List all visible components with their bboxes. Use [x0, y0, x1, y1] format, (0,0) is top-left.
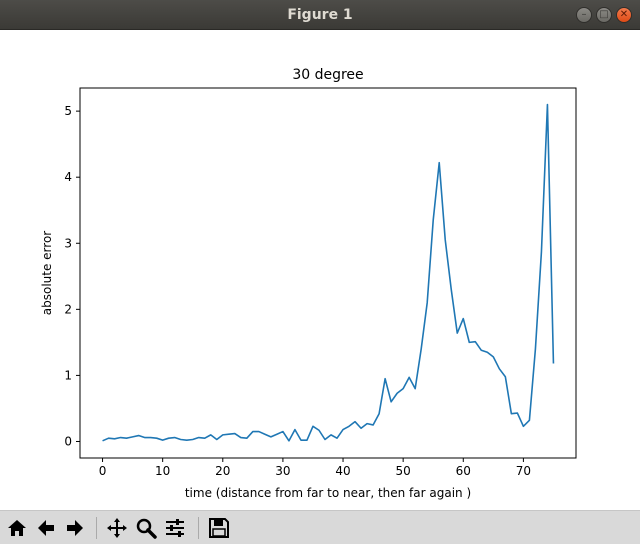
x-tick-label: 60: [456, 464, 471, 478]
y-tick-label: 5: [64, 104, 72, 118]
plot-area-frame: [79, 87, 577, 459]
window-titlebar: Figure 1 – □ ✕: [0, 0, 640, 30]
x-tick-label: 30: [275, 464, 290, 478]
navigation-toolbar: [0, 510, 640, 544]
chart-title: 30 degree: [292, 67, 363, 83]
line-chart: 30 degree time (distance from far to nea…: [40, 67, 577, 500]
x-tick-label: 20: [215, 464, 230, 478]
back-arrow-icon[interactable]: [33, 515, 59, 541]
series-group: [102, 103, 555, 442]
minimize-icon[interactable]: –: [576, 7, 592, 23]
y-tick-label: 3: [64, 236, 72, 250]
y-tick-label: 2: [64, 302, 72, 316]
window-title: Figure 1: [287, 7, 353, 23]
forward-arrow-icon[interactable]: [62, 515, 88, 541]
save-icon[interactable]: [206, 515, 232, 541]
y-tick-label: 0: [64, 434, 72, 448]
x-tick-label: 50: [396, 464, 411, 478]
axis-ticks: 0 10 20 30 40 50 60 70 0 1 2 3 4 5: [64, 104, 531, 478]
toolbar-separator: [96, 517, 97, 539]
x-axis-label: time (distance from far to near, then fa…: [185, 486, 471, 500]
x-tick-label: 10: [155, 464, 170, 478]
y-tick-label: 4: [64, 170, 72, 184]
x-tick-label: 40: [335, 464, 350, 478]
series-line: [102, 103, 555, 442]
home-icon[interactable]: [4, 515, 30, 541]
y-tick-label: 1: [64, 368, 72, 382]
close-icon[interactable]: ✕: [616, 7, 632, 23]
pan-icon[interactable]: [104, 515, 130, 541]
maximize-icon[interactable]: □: [596, 7, 612, 23]
figure-canvas[interactable]: 30 degree time (distance from far to nea…: [0, 30, 640, 510]
zoom-icon[interactable]: [133, 515, 159, 541]
x-tick-label: 70: [516, 464, 531, 478]
y-axis-label: absolute error: [40, 231, 54, 316]
configure-subplots-icon[interactable]: [162, 515, 188, 541]
toolbar-separator: [198, 517, 199, 539]
x-tick-label: 0: [99, 464, 107, 478]
